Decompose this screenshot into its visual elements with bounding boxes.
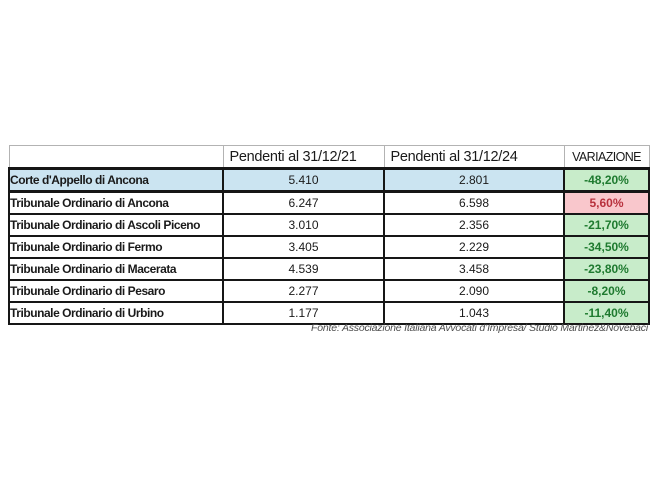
variazione-cell: -23,80%: [563, 257, 650, 281]
column-header-pendenti-2021: Pendenti al 31/12/21: [222, 145, 385, 169]
pendenti-2024-cell: 3.458: [383, 257, 565, 281]
pendenti-2021-cell: 4.539: [222, 257, 385, 281]
pendenti-2024-cell: 2.356: [383, 213, 565, 237]
court-name-cell: Tribunale Ordinario di Fermo: [8, 235, 224, 259]
table-row: Tribunale Ordinario di Urbino 1.177 1.04…: [8, 301, 650, 325]
court-name-cell: Tribunale Ordinario di Ancona: [8, 190, 224, 215]
pending-cases-table: Pendenti al 31/12/21 Pendenti al 31/12/2…: [8, 145, 650, 325]
variazione-cell: -8,20%: [563, 279, 650, 303]
court-name-cell: Tribunale Ordinario di Macerata: [8, 257, 224, 281]
table-row: Tribunale Ordinario di Fermo 3.405 2.229…: [8, 235, 650, 259]
court-name-cell: Tribunale Ordinario di Ascoli Piceno: [8, 213, 224, 237]
column-header-court: [8, 145, 224, 169]
source-attribution: Fonte: Associazione Italiana Avvocati d’…: [311, 322, 648, 334]
pendenti-2024-cell: 6.598: [383, 190, 565, 215]
column-header-variazione: VARIAZIONE: [563, 145, 650, 169]
table-row: Tribunale Ordinario di Pesaro 2.277 2.09…: [8, 279, 650, 303]
pendenti-2024-cell: 2.801: [383, 167, 565, 193]
pendenti-2021-cell: 5.410: [222, 167, 385, 193]
table-row: Tribunale Ordinario di Ascoli Piceno 3.0…: [8, 213, 650, 237]
pending-cases-table-wrap: Pendenti al 31/12/21 Pendenti al 31/12/2…: [8, 145, 650, 325]
variazione-cell: -21,70%: [563, 213, 650, 237]
variazione-cell: 5,60%: [563, 190, 650, 215]
court-name-cell: Tribunale Ordinario di Pesaro: [8, 279, 224, 303]
pendenti-2024-cell: 2.090: [383, 279, 565, 303]
variazione-cell: -34,50%: [563, 235, 650, 259]
pendenti-2024-cell: 2.229: [383, 235, 565, 259]
pendenti-2021-cell: 3.405: [222, 235, 385, 259]
header-row: Pendenti al 31/12/21 Pendenti al 31/12/2…: [8, 145, 650, 169]
pendenti-2021-cell: 3.010: [222, 213, 385, 237]
pendenti-2021-cell: 2.277: [222, 279, 385, 303]
variazione-cell: -48,20%: [563, 167, 650, 193]
column-header-pendenti-2024: Pendenti al 31/12/24: [383, 145, 565, 169]
court-name-cell: Corte d'Appello di Ancona: [8, 167, 224, 193]
table-row: Tribunale Ordinario di Ancona 6.247 6.59…: [8, 190, 650, 215]
variazione-cell: -11,40%: [563, 301, 650, 325]
pendenti-2021-cell: 6.247: [222, 190, 385, 215]
pendenti-2021-cell: 1.177: [222, 301, 385, 325]
pendenti-2024-cell: 1.043: [383, 301, 565, 325]
court-name-cell: Tribunale Ordinario di Urbino: [8, 301, 224, 325]
table-row: Corte d'Appello di Ancona 5.410 2.801 -4…: [8, 167, 650, 193]
table-row: Tribunale Ordinario di Macerata 4.539 3.…: [8, 257, 650, 281]
